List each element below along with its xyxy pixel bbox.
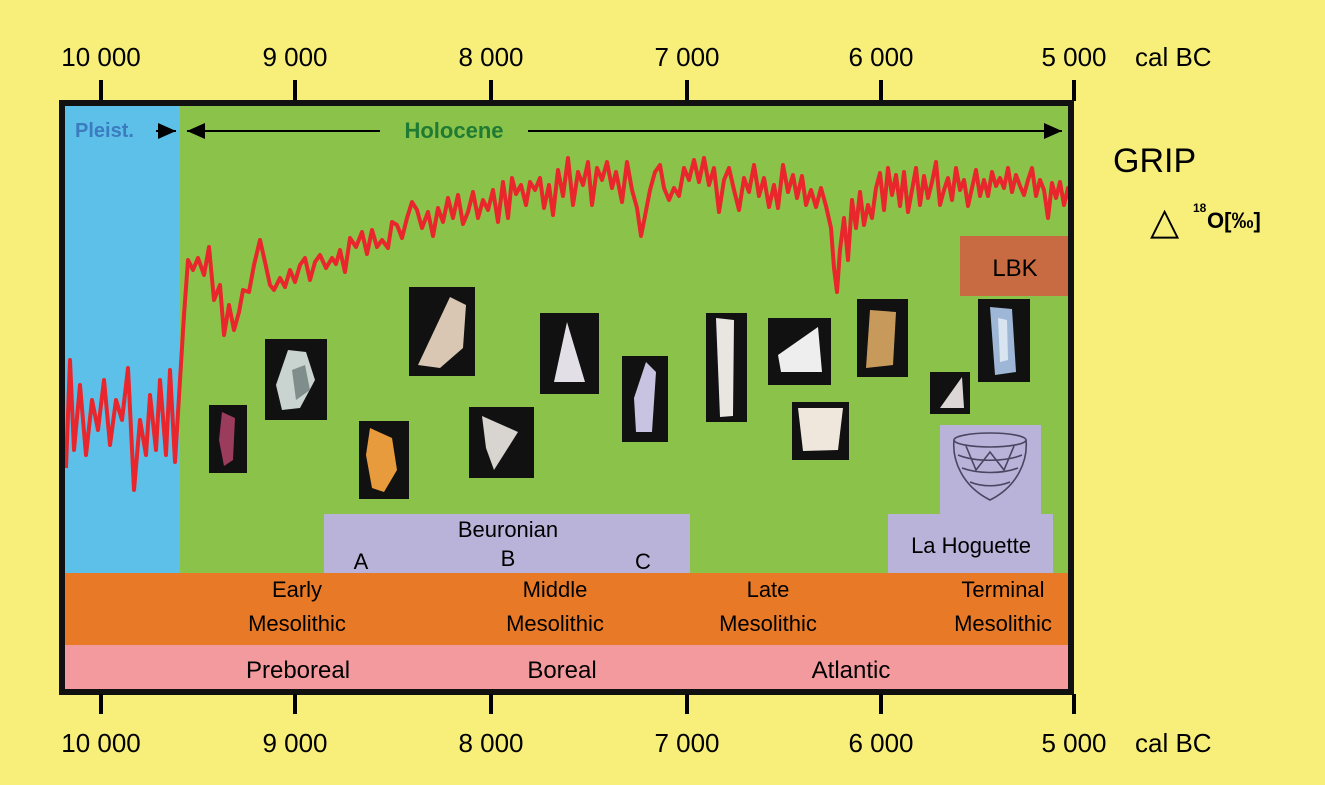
artefact-photo: [359, 421, 409, 499]
top-tick-label: 10 000: [61, 42, 141, 72]
beuronian-phase-c: C: [635, 549, 651, 574]
beuronian-label: Beuronian: [458, 517, 558, 542]
lbk-label: LBK: [992, 255, 1037, 282]
top-tick-label: 7 000: [654, 42, 719, 72]
artefact-photo: [540, 313, 599, 394]
isotope-superscript: 18: [1193, 201, 1207, 215]
lbk-box: [960, 236, 1071, 296]
beuronian-box: [324, 514, 690, 573]
artefact-photo: [792, 402, 849, 460]
bottom-axis: 10 000 9 000 8 000 7 000 6 000 5 000 cal…: [61, 694, 1212, 758]
la-hoguette-label: La Hoguette: [911, 533, 1031, 558]
pleistocene-zone: [62, 103, 180, 573]
top-tick-label: 5 000: [1041, 42, 1106, 72]
isotope-measure: O[‰]: [1207, 208, 1261, 233]
early-mesolithic-line1: Early: [272, 577, 322, 602]
grip-isotope-curve: [64, 156, 1072, 492]
early-mesolithic-line2: Mesolithic: [248, 611, 346, 636]
artefact-photo: [768, 318, 831, 385]
artefact-photos: [209, 287, 1030, 499]
artefact-photo: [930, 372, 970, 414]
pottery-vessel-icon: [952, 432, 1028, 501]
delta-o18-label: △ 18 O[‰]: [1150, 201, 1261, 243]
boreal-label: Boreal: [527, 657, 596, 684]
bottom-axis-unit: cal BC: [1135, 728, 1212, 758]
top-tick-label: 9 000: [262, 42, 327, 72]
beuronian-phase-a: A: [354, 549, 369, 574]
la-hoguette-box: [888, 514, 1053, 573]
climate-period-band: [62, 645, 1071, 692]
bottom-tick-label: 8 000: [458, 728, 523, 758]
artefact-photo: [265, 339, 327, 420]
late-mesolithic-line1: Late: [747, 577, 790, 602]
mesolithic-band: [62, 573, 1071, 645]
terminal-mesolithic-line1: Terminal: [961, 577, 1044, 602]
bottom-tick-label: 7 000: [654, 728, 719, 758]
artefact-photo: [469, 407, 534, 478]
late-mesolithic-line2: Mesolithic: [719, 611, 817, 636]
preboreal-label: Preboreal: [246, 657, 350, 684]
bottom-tick-label: 5 000: [1041, 728, 1106, 758]
beuronian-phase-b: B: [501, 546, 516, 571]
artefact-photo: [622, 356, 668, 442]
grip-label: GRIP: [1113, 142, 1196, 180]
bottom-tick-label: 9 000: [262, 728, 327, 758]
delta-icon: △: [1150, 201, 1180, 243]
bottom-tick-label: 10 000: [61, 728, 141, 758]
pleistocene-label: Pleist.: [75, 120, 134, 142]
terminal-mesolithic-line2: Mesolithic: [954, 611, 1052, 636]
middle-mesolithic-line1: Middle: [523, 577, 588, 602]
top-axis: 10 000 9 000 8 000 7 000 6 000 5 000 cal…: [61, 42, 1212, 101]
artefact-photo: [706, 313, 747, 422]
bottom-tick-label: 6 000: [848, 728, 913, 758]
artefact-photo: [978, 299, 1030, 382]
top-tick-label: 6 000: [848, 42, 913, 72]
top-tick-label: 8 000: [458, 42, 523, 72]
atlantic-label: Atlantic: [812, 657, 891, 684]
chart-frame: [59, 100, 1074, 695]
top-axis-unit: cal BC: [1135, 42, 1212, 72]
artefact-photo: [409, 287, 475, 376]
middle-mesolithic-line2: Mesolithic: [506, 611, 604, 636]
artefact-photo: [209, 405, 247, 473]
holocene-label: Holocene: [404, 118, 503, 143]
artefact-photo: [857, 299, 908, 377]
